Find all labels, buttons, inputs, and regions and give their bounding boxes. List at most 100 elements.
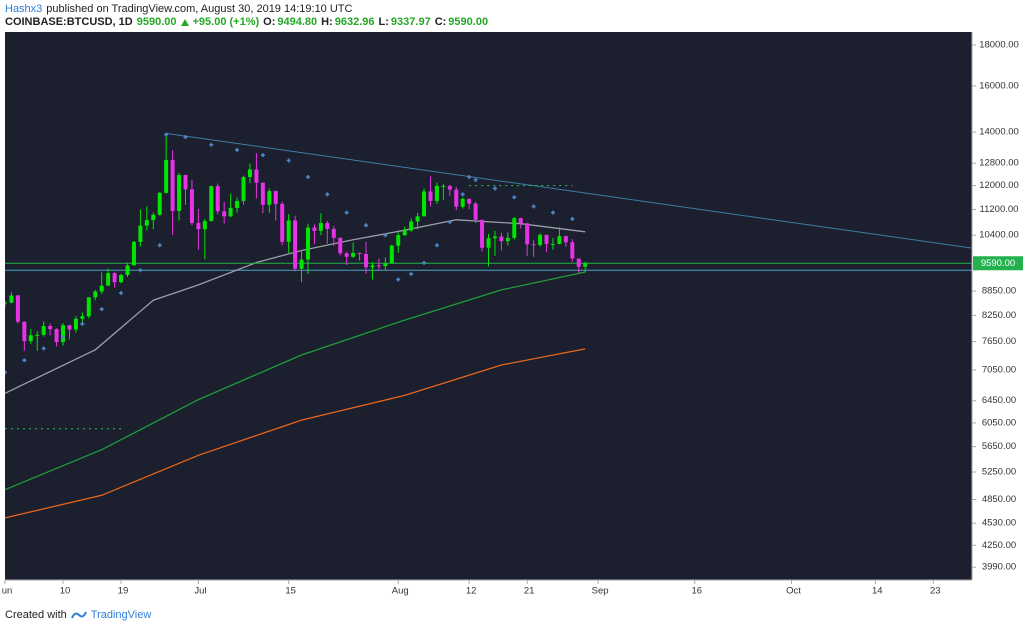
price-label-box [973, 256, 1023, 271]
candle-body [447, 185, 452, 190]
candle-body [202, 221, 207, 230]
candle-body [357, 252, 362, 254]
y-tick-label: 3990.00 [982, 562, 1016, 573]
candle-body [351, 252, 356, 257]
candle-body [196, 223, 201, 230]
chart: 18000.00 16000.00 14000.00 12800.00 12000.00… [2, 32, 1023, 597]
sar-dot [164, 132, 169, 137]
candle-body [512, 218, 517, 238]
change: +95.00 (+1%) [192, 16, 260, 28]
candle-body [254, 169, 259, 183]
symbol-line: COINBASE:BTCUSD, 1D 9590.00 +95.00 (+1%)… [5, 16, 490, 28]
sar-dot [5, 370, 7, 375]
candle-body [531, 244, 536, 246]
x-tick-label: Oct [786, 586, 801, 597]
candle-body [480, 219, 485, 248]
author[interactable]: Hashx3 [5, 3, 43, 15]
candle-body [325, 223, 330, 229]
candle-body [422, 191, 427, 217]
candle-body [434, 185, 439, 201]
y-tick-label: 14000.00 [979, 127, 1019, 138]
candle-body [344, 253, 349, 257]
candle-body [241, 177, 246, 201]
candle-body [499, 236, 504, 242]
candle-body [576, 258, 581, 267]
candle-body [80, 316, 85, 319]
ohlc: O: 9494.80 H: 9632.96 L: 9337.97 C: 9590.00 [263, 16, 490, 28]
candle-body [260, 182, 265, 205]
candle-body [538, 234, 543, 245]
sar-dot [467, 175, 472, 180]
ohlc-key: O: [263, 16, 276, 28]
sar-dot [344, 210, 349, 215]
candle-body [48, 326, 53, 330]
candle-body [563, 236, 568, 243]
plot [5, 132, 972, 519]
candle-body [338, 237, 343, 254]
x-tick-label: 19 [118, 586, 129, 597]
candle-body [396, 235, 401, 246]
y-tick-label: 7650.00 [982, 336, 1016, 347]
x-tick-label: un [2, 586, 13, 597]
y-tick-label: 5650.00 [982, 441, 1016, 452]
candle-body [131, 241, 136, 266]
candle-body [247, 169, 252, 178]
sar-dot [22, 358, 27, 363]
sar-dot [41, 346, 46, 351]
candle-body [305, 227, 310, 260]
sar-dot [80, 321, 85, 326]
candle-body [106, 273, 111, 286]
sar-dot [286, 158, 291, 163]
candle-body [583, 263, 588, 267]
candle-body [125, 265, 130, 276]
candle-body [41, 326, 46, 335]
brand[interactable]: TradingView [90, 609, 152, 621]
sar-dot [492, 186, 497, 191]
sar-dot [396, 277, 401, 282]
up-arrow [180, 19, 189, 26]
sar-dot [61, 335, 66, 340]
x-tick-label: 15 [285, 586, 296, 597]
ohlc-value: 9494.80 [277, 16, 318, 28]
candle-body [157, 192, 162, 215]
y-tick-label: 10400.00 [979, 230, 1019, 241]
sar-dot [447, 220, 452, 225]
price-label: 9590.00 [981, 258, 1015, 269]
candle-body [473, 203, 478, 220]
candle-body [331, 228, 336, 238]
logo [70, 611, 87, 619]
candle-body [299, 259, 304, 269]
x-tick-label: 12 [466, 586, 477, 597]
candle-body [383, 263, 388, 267]
candle-body [73, 318, 78, 330]
sar-dot [138, 268, 143, 273]
candle-body [235, 200, 240, 208]
candle-body [389, 245, 394, 264]
sar-dot [209, 142, 214, 147]
candle-body [364, 253, 369, 268]
candle-body [151, 214, 156, 221]
moving-average [5, 348, 586, 519]
y-tick-label: 7050.00 [982, 364, 1016, 375]
x-tick-label: Aug [392, 586, 409, 597]
candle-body [61, 325, 66, 343]
ohlc-value: 9632.96 [334, 16, 375, 28]
candle-body [280, 203, 285, 242]
candle-body [428, 191, 433, 201]
x-tick-label: Sep [592, 586, 609, 597]
trend-line [166, 132, 972, 249]
y-tick-label: 8250.00 [982, 310, 1016, 321]
sar-dot [550, 210, 555, 215]
y-tick-label: 18000.00 [979, 40, 1019, 51]
y-tick-label: 12000.00 [979, 180, 1019, 191]
x-tick-label: 14 [872, 586, 883, 597]
moving-average [5, 271, 586, 491]
candle-body [318, 223, 323, 231]
y-tick-label: 6450.00 [982, 395, 1016, 406]
sar-dot [512, 195, 517, 200]
y-tick-label: 4250.00 [982, 540, 1016, 551]
candle-body [505, 237, 510, 242]
x-tick-label: 10 [60, 586, 71, 597]
sar-dot [99, 307, 104, 312]
